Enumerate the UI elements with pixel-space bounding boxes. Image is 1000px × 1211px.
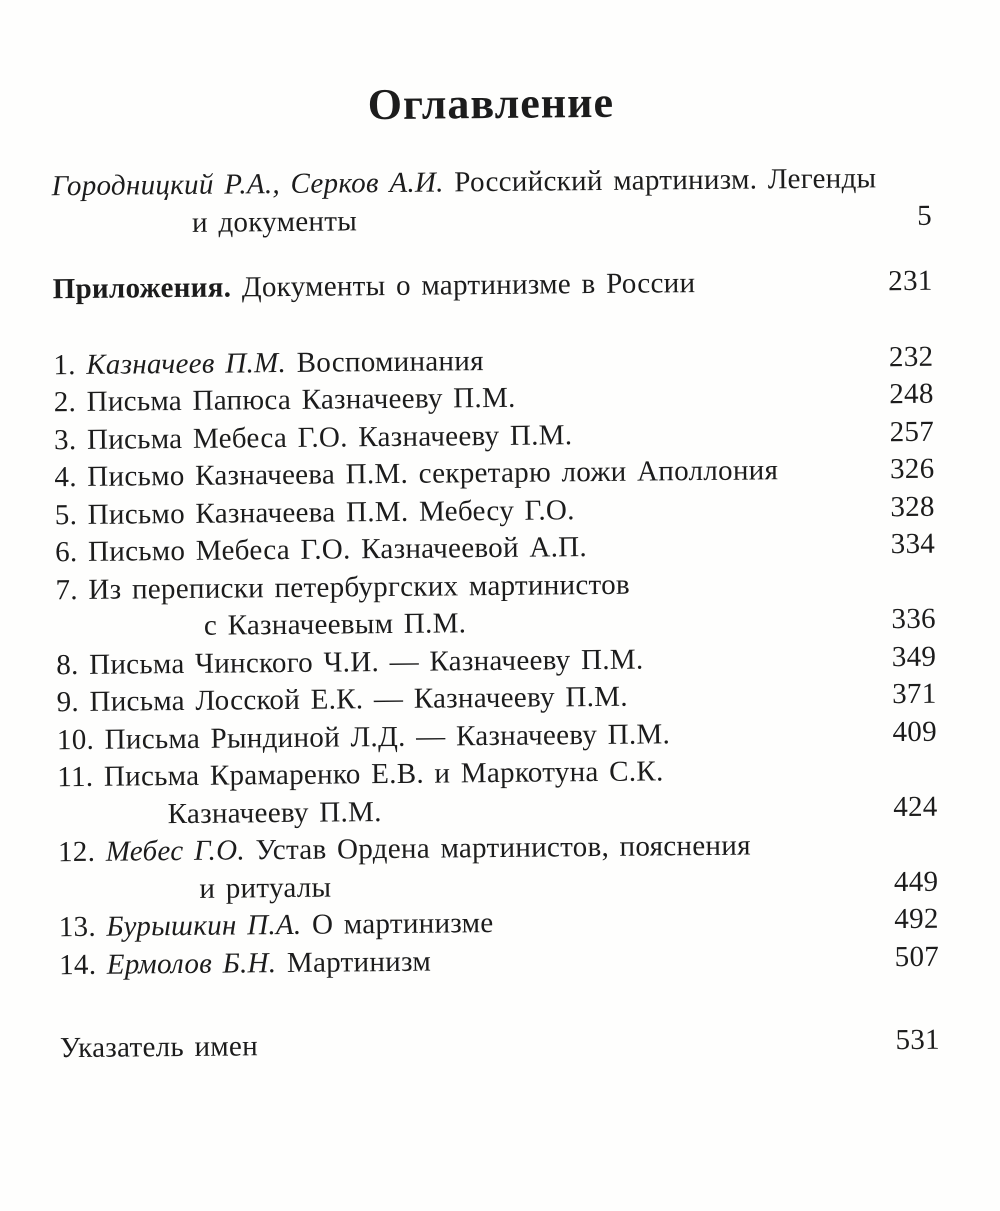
page-number: 531	[895, 1023, 941, 1057]
text-segment: с Казначеевым П.М.	[203, 607, 467, 642]
entry-text: Указатель имен	[60, 1022, 870, 1067]
page-number	[868, 853, 938, 854]
text-segment: 11. Письма Крамаренко Е.В. и Маркотуна С…	[57, 755, 664, 794]
text-segment: Указатель имен	[59, 1030, 259, 1065]
entry-text: и документы	[52, 198, 862, 243]
toc-entry: 7. Из переписки петербургских мартинисто…	[55, 563, 936, 646]
page-number: 349	[891, 640, 937, 673]
text-segment: Документы о мартинизме в России	[231, 267, 696, 304]
page-number: 409	[892, 715, 938, 748]
toc-entry: Указатель имен 531	[60, 1022, 940, 1068]
page-number: 336	[891, 602, 937, 636]
text-segment: 3. Письма Мебеса Г.О. Казначееву П.М.	[53, 418, 573, 456]
text-segment: 9. Письма Лосской Е.К. — Казначееву П.М.	[56, 680, 628, 719]
page-number: 5	[917, 199, 933, 232]
text-segment: 7. Из переписки петербургских мартинисто…	[55, 568, 631, 606]
text-segment: 13.	[58, 910, 107, 944]
toc-entries: Городницкий Р.А., Серков А.И. Российский…	[51, 160, 941, 1068]
toc-entry: 11. Письма Крамаренко Е.В. и Маркотуна С…	[57, 751, 938, 834]
toc-line: Указатель имен 531	[60, 1022, 940, 1068]
page-number: 507	[894, 940, 940, 973]
text-segment: 5. Письмо Казначеева П.М. Мебесу Г.О.	[54, 493, 575, 531]
text-segment: 2. Письма Папюса Казначееву П.М.	[53, 381, 516, 419]
text-segment: Городницкий Р.А., Серков А.И.	[51, 166, 444, 203]
text-segment: Мартинизм	[276, 945, 432, 979]
text-segment: Устав Ордена мартинистов, пояснения	[244, 829, 751, 867]
text-segment: 8. Письма Чинского Ч.И. — Казначееву П.М…	[56, 643, 644, 681]
page-number: 257	[889, 415, 935, 448]
page-number	[876, 187, 946, 188]
page-number: 326	[889, 452, 935, 486]
text-segment: Приложения.	[52, 271, 232, 306]
toc-entry: 14. Ермолов Б.Н. Мартинизм 507	[59, 938, 939, 984]
text-segment: 4. Письмо Казначеева П.М. секретарю ложи…	[54, 454, 779, 494]
text-segment: 12.	[57, 835, 106, 869]
page-title: Оглавление	[367, 77, 615, 130]
page-number: 334	[890, 527, 936, 561]
text-segment: Ермолов Б.Н.	[106, 946, 277, 981]
toc-line: и документы 5	[52, 197, 932, 243]
text-segment: 1.	[53, 348, 87, 381]
text-segment: Казначееву П.М.	[167, 795, 382, 830]
page-number: 371	[892, 677, 937, 711]
text-segment: Мебес Г.О.	[105, 834, 246, 868]
text-segment: Российский мартинизм. Легенды	[443, 162, 877, 199]
toc-line: Приложения. Документы о мартинизме в Рос…	[52, 263, 932, 309]
text-segment: 10. Письма Рындиной Л.Д. — Казначееву П.…	[56, 717, 671, 756]
page-number: 424	[893, 790, 938, 823]
text-segment: и ритуалы	[199, 871, 332, 905]
page-number: 248	[889, 377, 934, 411]
toc-content: Оглавление Городницкий Р.А., Серков А.И.…	[50, 0, 941, 1068]
entry-text: Приложения. Документы о мартинизме в Рос…	[52, 263, 862, 308]
toc-entry: 12. Мебес Г.О. Устав Ордена мартинистов,…	[58, 826, 939, 909]
toc-line: 14. Ермолов Б.Н. Мартинизм 507	[59, 938, 939, 984]
text-segment: 6. Письмо Мебеса Г.О. Казначеевой А.П.	[55, 531, 588, 569]
page-number: 492	[894, 902, 939, 936]
page-number: 449	[893, 865, 939, 898]
text-segment: Воспоминания	[285, 344, 484, 379]
toc-entry: Городницкий Р.А., Серков А.И. Российский…	[51, 160, 933, 243]
page-number: 328	[890, 490, 935, 523]
entry-text: 14. Ермолов Б.Н. Мартинизм	[59, 939, 869, 984]
text-segment: и документы	[191, 204, 358, 239]
text-segment: 14.	[58, 948, 107, 981]
page-number: 232	[888, 340, 934, 373]
text-segment: Казначеев П.М.	[86, 346, 287, 381]
text-segment: О мартинизме	[301, 907, 494, 941]
text-segment: Бурышкин П.А.	[106, 908, 302, 943]
page-number	[867, 778, 937, 779]
toc-entry: Приложения. Документы о мартинизме в Рос…	[52, 263, 932, 309]
page-number	[866, 590, 936, 591]
page-number: 231	[888, 264, 933, 298]
